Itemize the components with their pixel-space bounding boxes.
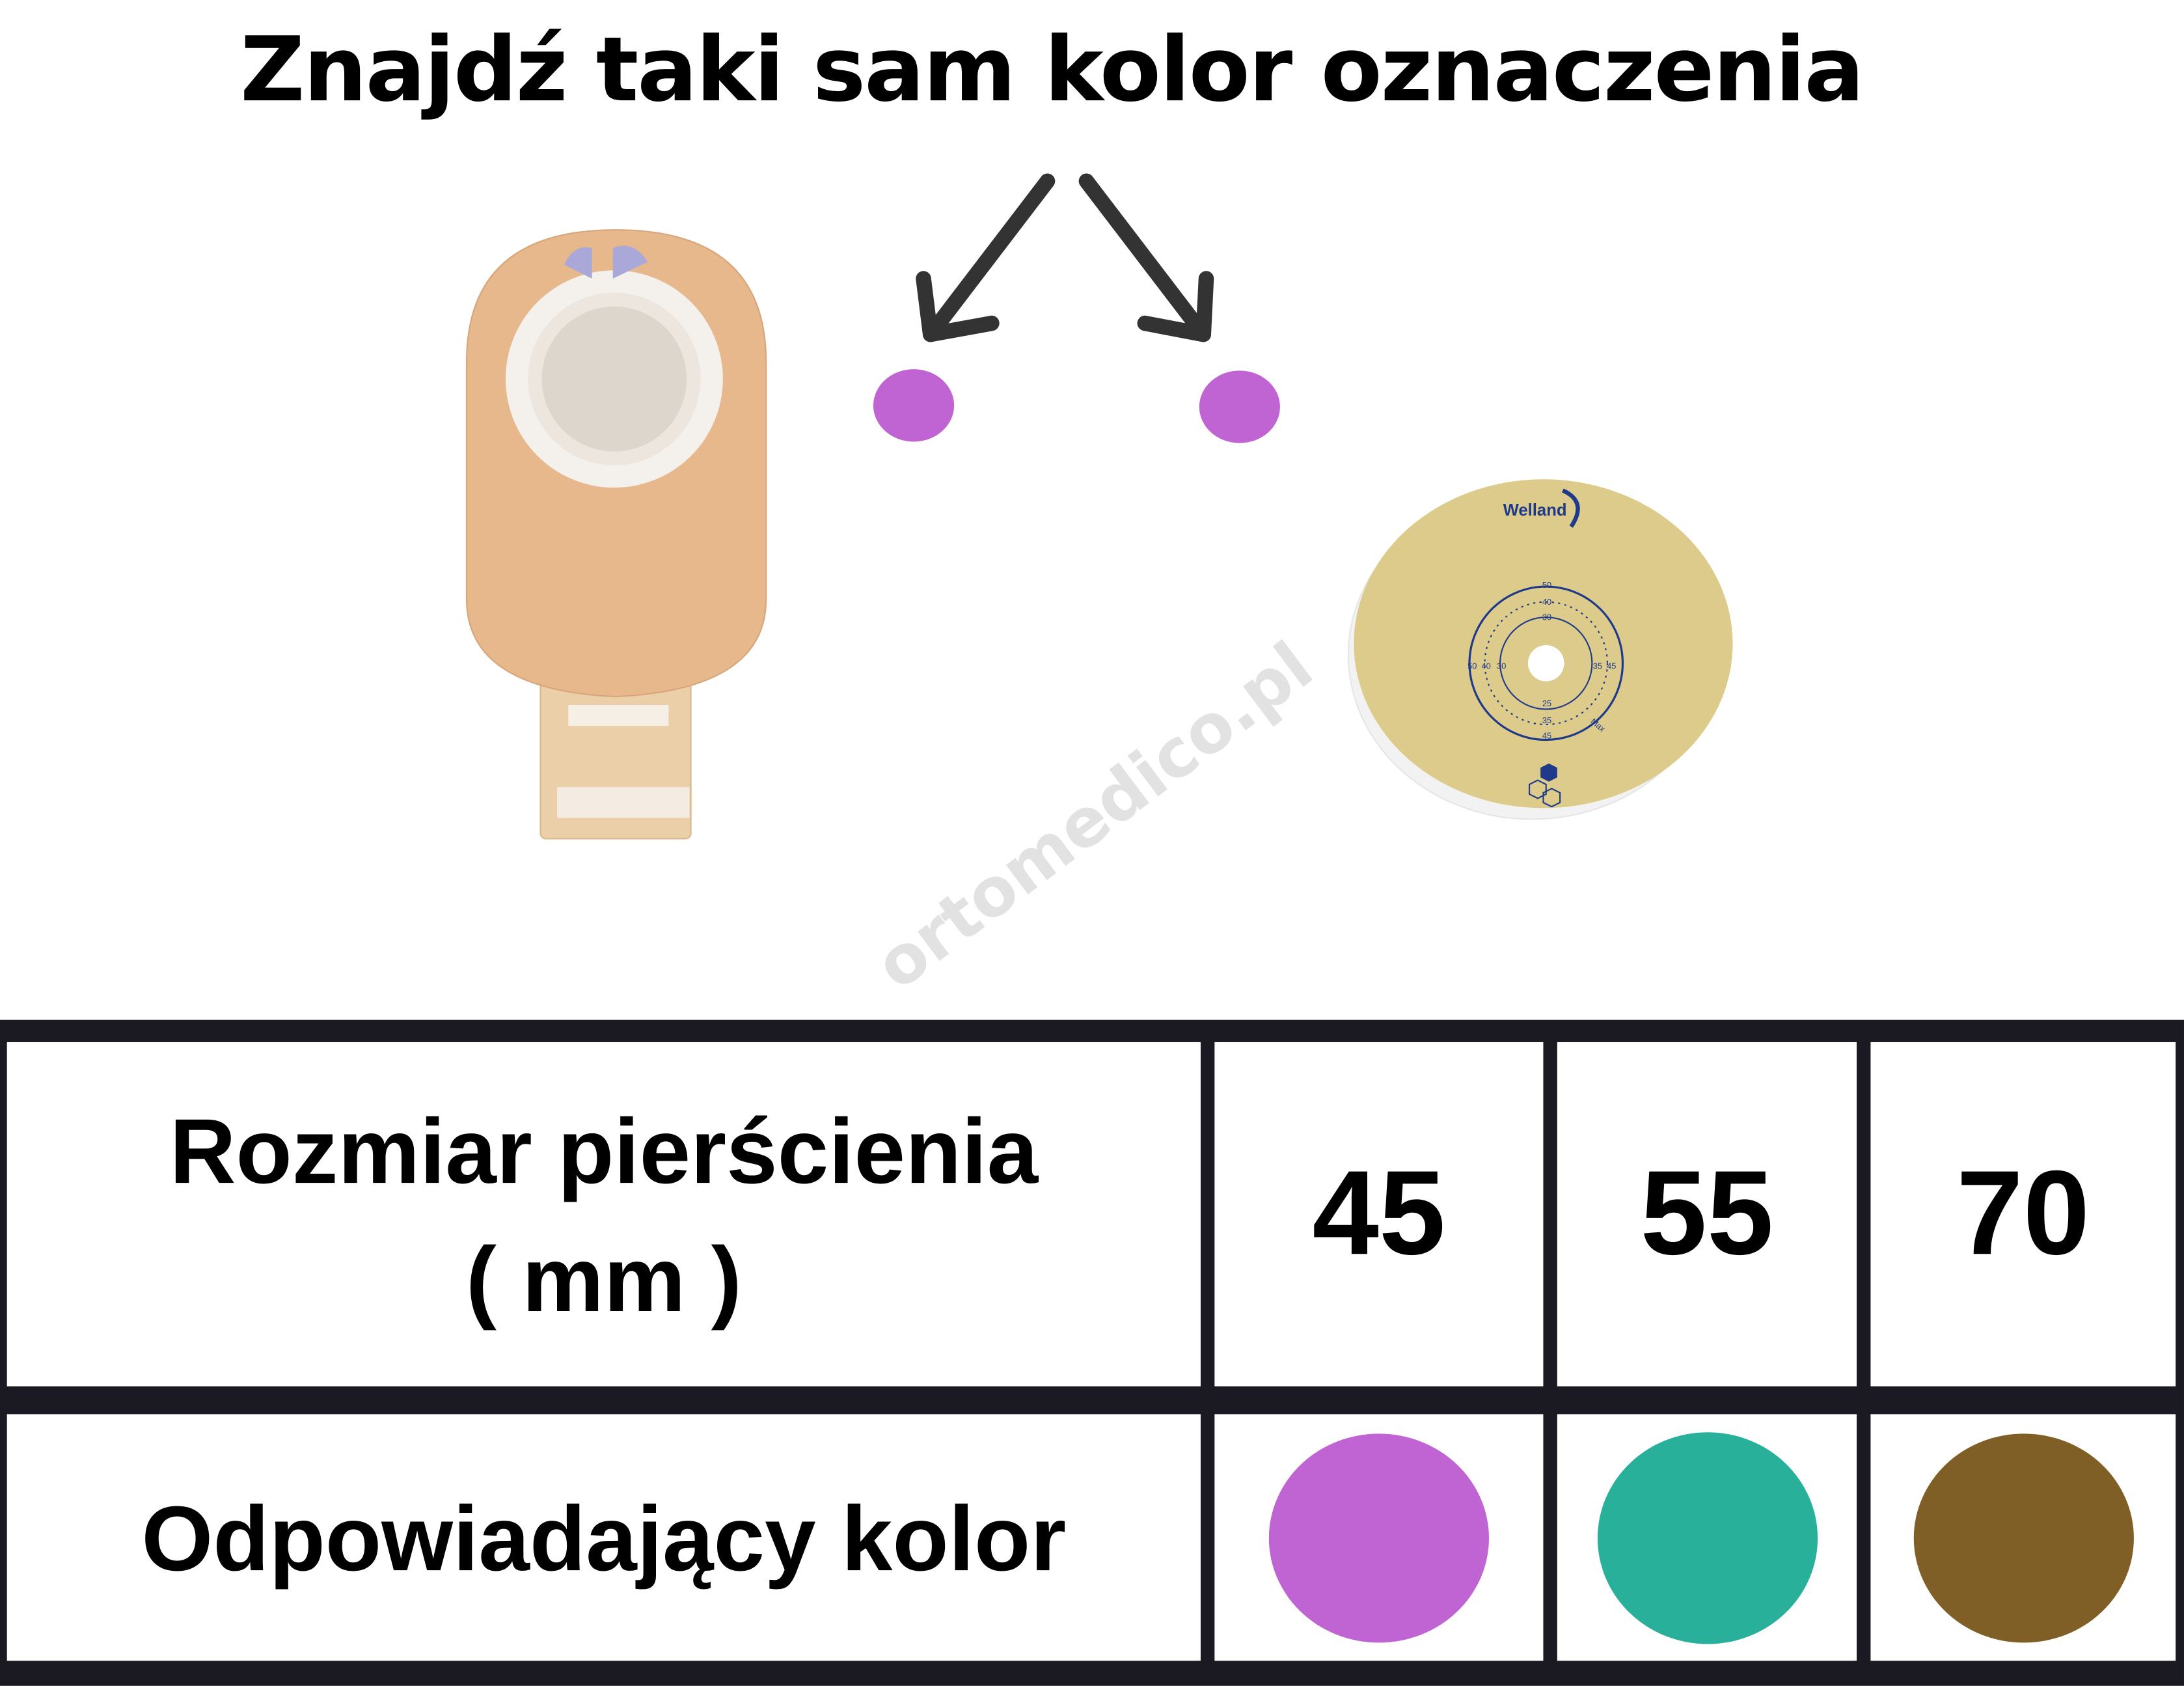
watermark: ortomedico.pl xyxy=(862,628,1327,1005)
arrow-left-icon xyxy=(916,173,1056,342)
ostomy-pouch-image xyxy=(465,229,767,840)
scale-label: 50 xyxy=(1467,661,1477,670)
marker-dot-right xyxy=(1199,370,1280,443)
marker-dot-left xyxy=(873,369,955,442)
scale-label: 35 xyxy=(1593,661,1602,670)
scale-label: 40 xyxy=(1482,661,1491,670)
size-55: 55 xyxy=(1557,1042,1857,1387)
scale-label: 40 xyxy=(1542,597,1551,607)
size-color-table: Rozmiar pierścienia ( mm ) 45 55 70 Odpo… xyxy=(0,1019,2184,1686)
color-label: Odpowiadający kolor xyxy=(7,1414,1201,1661)
scale-label: 25 xyxy=(1542,698,1551,708)
size-70: 70 xyxy=(1870,1042,2176,1387)
color-cell-45 xyxy=(1214,1414,1544,1661)
scale-label: 30 xyxy=(1542,612,1551,622)
arrow-right-icon xyxy=(1078,173,1214,342)
scale-label: 45 xyxy=(1607,661,1616,670)
page-title: Znajdź taki sam kolor oznaczenia xyxy=(240,19,1864,123)
color-cell-55 xyxy=(1557,1414,1857,1661)
color-cell-70 xyxy=(1870,1414,2176,1661)
size-label-line1: Rozmiar pierścienia xyxy=(169,1098,1039,1202)
header-size-label: Rozmiar pierścienia ( mm ) xyxy=(7,1042,1201,1387)
color-swatch-teal xyxy=(1596,1431,1818,1644)
color-swatch-brown xyxy=(1913,1433,2133,1642)
scale-label: 50 xyxy=(1542,580,1551,590)
size-45: 45 xyxy=(1214,1042,1544,1387)
color-swatch-purple xyxy=(1268,1433,1489,1642)
scale-label: 35 xyxy=(1542,715,1551,725)
welland-wafer-image: Welland 50 40 30 50 40 30 35 45 25 35 45… xyxy=(1347,479,1733,820)
scale-label: 30 xyxy=(1497,661,1506,670)
illustration: Welland 50 40 30 50 40 30 35 45 25 35 45… xyxy=(465,173,1733,1005)
size-label-line2: ( mm ) xyxy=(465,1226,742,1330)
scale-label: 45 xyxy=(1542,730,1551,740)
wafer-brand: Welland xyxy=(1503,501,1567,519)
